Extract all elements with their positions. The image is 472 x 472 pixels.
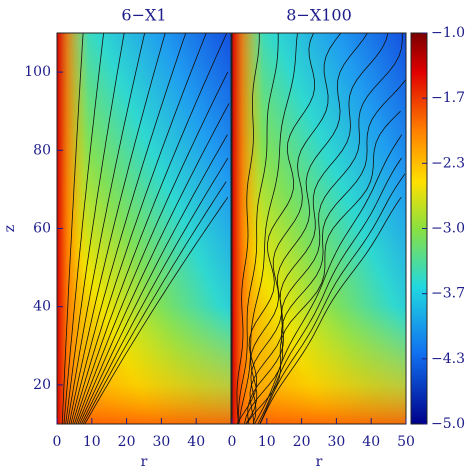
field-line bbox=[63, 32, 104, 425]
colorbar-tick-label: −2.3 bbox=[431, 155, 465, 171]
field-line bbox=[259, 196, 402, 425]
x-tick-label: 10 bbox=[83, 434, 101, 450]
x-tick-label: 0 bbox=[53, 434, 62, 450]
field-line bbox=[74, 32, 228, 425]
field-line bbox=[247, 33, 403, 425]
x-axis-label: r bbox=[141, 454, 148, 470]
field-line bbox=[259, 173, 406, 425]
field-line bbox=[257, 157, 402, 425]
panel-title: 6−X1 bbox=[121, 6, 166, 25]
field-line bbox=[236, 33, 260, 425]
y-tick-label: 100 bbox=[24, 64, 51, 80]
y-axis-label: z bbox=[2, 225, 18, 232]
field-line bbox=[67, 32, 146, 425]
field-line bbox=[77, 103, 230, 425]
x-tick-label: 40 bbox=[362, 434, 380, 450]
x-tick-label: 30 bbox=[327, 434, 345, 450]
colorbar-tick-label: −5.0 bbox=[431, 416, 465, 432]
field-line bbox=[236, 32, 316, 425]
field-line bbox=[70, 32, 187, 425]
x-tick-label: 20 bbox=[293, 434, 311, 450]
x-tick-label: 10 bbox=[258, 434, 276, 450]
colorbar-tick-label: −4.3 bbox=[431, 351, 465, 367]
y-tick-label: 80 bbox=[33, 142, 51, 158]
field-lines bbox=[61, 32, 230, 425]
field-line bbox=[238, 32, 298, 425]
x-tick-label: 50 bbox=[397, 434, 415, 450]
field-line bbox=[245, 32, 342, 425]
field-line bbox=[254, 134, 403, 425]
colorbar-tick-label: −1.7 bbox=[431, 90, 465, 106]
field-line bbox=[79, 134, 228, 425]
field-line bbox=[82, 181, 227, 425]
x-tick-label: 40 bbox=[187, 434, 205, 450]
panel-title: 8−X100 bbox=[286, 6, 352, 25]
x-tick-label: 30 bbox=[152, 434, 170, 450]
field-lines bbox=[236, 32, 406, 425]
field-line bbox=[72, 32, 207, 425]
field-line bbox=[237, 33, 279, 424]
field-line bbox=[68, 32, 166, 425]
field-line bbox=[61, 32, 84, 425]
colorbar-tick-label: −1.0 bbox=[431, 25, 465, 41]
field-line bbox=[65, 32, 125, 425]
colorbar-tick-label: −3.0 bbox=[431, 221, 465, 237]
y-tick-label: 60 bbox=[33, 221, 51, 237]
field-line bbox=[75, 71, 229, 425]
y-tick-label: 20 bbox=[33, 377, 51, 393]
field-line bbox=[81, 157, 229, 425]
colorbar-tick-label: −3.7 bbox=[431, 286, 465, 302]
field-line bbox=[250, 32, 368, 425]
x-tick-label: 0 bbox=[228, 434, 237, 450]
y-tick-label: 40 bbox=[33, 299, 51, 315]
plot-frame bbox=[231, 32, 407, 425]
x-axis-label: r bbox=[316, 454, 323, 470]
field-line bbox=[84, 196, 229, 425]
x-tick-label: 20 bbox=[118, 434, 136, 450]
field-line bbox=[249, 32, 389, 425]
field-line bbox=[245, 110, 401, 425]
